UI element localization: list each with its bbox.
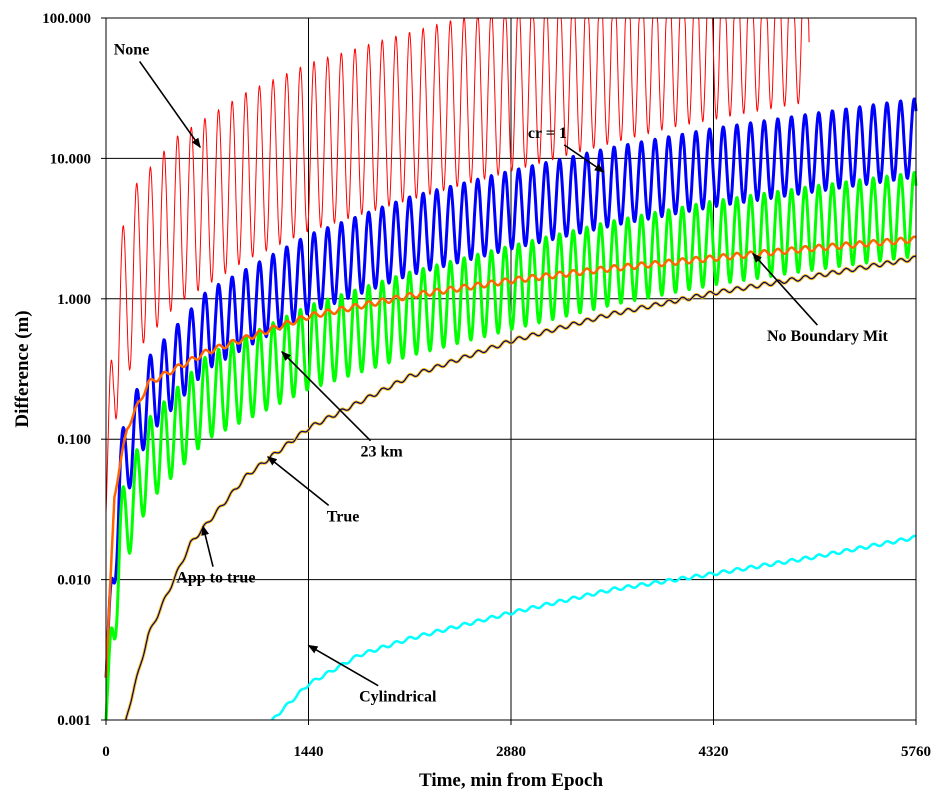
annotation-arrow xyxy=(266,456,330,506)
data-series xyxy=(104,17,918,721)
annotations: None cr = 1 No Boundary Mit 23 km True App to… xyxy=(114,41,889,705)
annotation-arrow xyxy=(563,144,605,173)
y-tick-label: 0.010 xyxy=(57,573,91,589)
series-line-2 xyxy=(104,170,918,721)
y-tick-label: 1.000 xyxy=(57,292,91,308)
y-tick-label: 10.000 xyxy=(50,151,91,167)
annotation-label: App to true xyxy=(176,570,255,587)
y-tick-label: 0.100 xyxy=(57,432,91,448)
x-tick-label: 4320 xyxy=(699,744,729,760)
x-tick-label: 0 xyxy=(102,744,110,760)
annotation-label: None xyxy=(114,41,150,58)
series-line-5 xyxy=(125,255,917,721)
series-line-1 xyxy=(104,97,918,678)
x-tick-label: 5760 xyxy=(901,744,931,760)
axis-tick-labels: 0 1440 2880 4320 5760 0.001 0.010 0.100 1.000 10.… xyxy=(42,11,931,760)
y-tick-label: 0.001 xyxy=(57,713,91,729)
annotation-arrow xyxy=(281,350,372,442)
annotation-arrow xyxy=(201,525,214,567)
series-line-3 xyxy=(104,235,917,678)
annotation-label: Cylindrical xyxy=(359,689,437,706)
annotation-label: True xyxy=(327,508,360,525)
series-line-0 xyxy=(105,17,810,513)
annotation-label: cr = 1 xyxy=(528,125,567,142)
annotation-label: No Boundary Mit xyxy=(767,328,889,345)
x-tick-label: 2880 xyxy=(496,744,526,760)
x-tick-label: 1440 xyxy=(294,744,324,760)
series-line-6 xyxy=(270,534,917,721)
annotation-arrow xyxy=(138,60,201,149)
series-line-4 xyxy=(124,254,917,721)
annotation-arrow xyxy=(307,644,379,687)
annotation-label: 23 km xyxy=(361,444,404,461)
y-axis-title: Difference (m) xyxy=(12,310,33,427)
annotation-arrow xyxy=(752,252,818,326)
y-tick-label: 100.000 xyxy=(42,11,91,27)
x-axis-title: Time, min from Epoch xyxy=(419,770,603,791)
